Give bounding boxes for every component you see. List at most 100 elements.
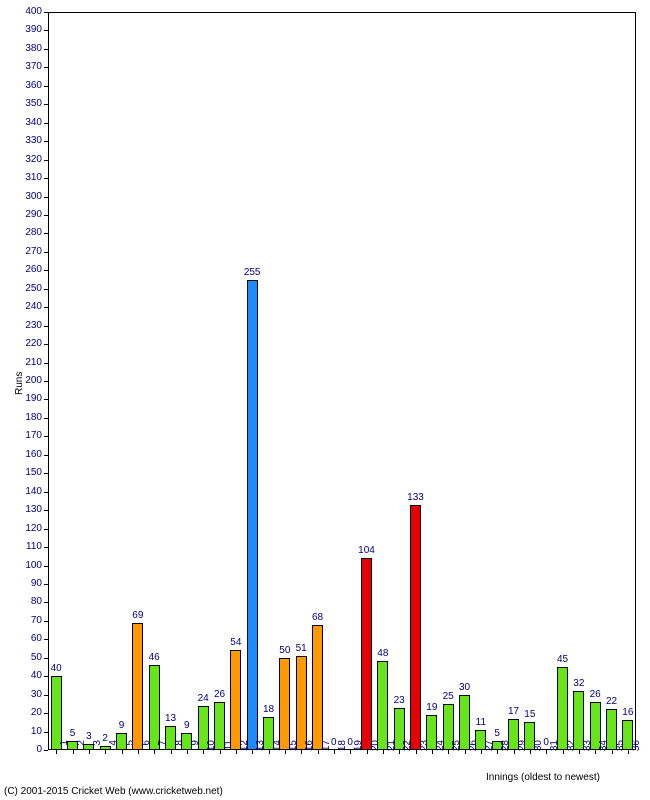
bar-value-label: 30 — [455, 683, 475, 693]
x-tick — [89, 750, 90, 754]
y-tick — [44, 215, 48, 216]
x-tick — [416, 750, 417, 754]
bar-value-label: 15 — [520, 710, 540, 720]
y-tick-label: 110 — [26, 542, 42, 552]
bar — [312, 625, 323, 750]
y-tick — [44, 326, 48, 327]
bar — [279, 658, 290, 750]
y-tick-label: 320 — [25, 155, 42, 165]
y-tick-label: 220 — [25, 339, 42, 349]
bar — [557, 667, 568, 750]
bar-value-label: 104 — [357, 546, 377, 556]
y-tick-label: 260 — [25, 265, 42, 275]
bar — [296, 656, 307, 750]
y-tick — [44, 30, 48, 31]
y-tick-label: 0 — [36, 745, 42, 755]
x-tick — [285, 750, 286, 754]
y-tick — [44, 473, 48, 474]
y-tick — [44, 197, 48, 198]
y-tick — [44, 344, 48, 345]
x-tick — [56, 750, 57, 754]
x-tick — [236, 750, 237, 754]
bar — [361, 558, 372, 750]
x-axis-title: Innings (oldest to newest) — [486, 772, 600, 783]
bar-value-label: 25 — [438, 692, 458, 702]
x-tick — [448, 750, 449, 754]
y-tick-label: 380 — [25, 44, 42, 54]
y-tick-label: 400 — [25, 7, 42, 17]
y-tick-label: 70 — [31, 616, 42, 626]
y-tick-label: 310 — [25, 173, 42, 183]
y-tick — [44, 436, 48, 437]
y-tick — [44, 418, 48, 419]
y-tick — [44, 307, 48, 308]
y-tick — [44, 399, 48, 400]
y-tick — [44, 621, 48, 622]
x-tick — [318, 750, 319, 754]
y-tick-label: 390 — [25, 25, 42, 35]
runs-bar-chart: Runs Innings (oldest to newest) (C) 2001… — [0, 0, 650, 800]
y-tick — [44, 381, 48, 382]
y-tick-label: 360 — [25, 81, 42, 91]
x-tick — [138, 750, 139, 754]
y-tick-label: 60 — [31, 634, 42, 644]
y-tick — [44, 750, 48, 751]
x-tick — [612, 750, 613, 754]
x-tick — [203, 750, 204, 754]
y-tick-label: 30 — [31, 690, 42, 700]
y-tick-label: 20 — [31, 708, 42, 718]
x-tick — [579, 750, 580, 754]
x-tick — [465, 750, 466, 754]
y-tick-label: 240 — [25, 302, 42, 312]
x-tick — [122, 750, 123, 754]
x-tick — [563, 750, 564, 754]
y-tick-label: 270 — [25, 247, 42, 257]
x-tick-label: 36 — [632, 740, 642, 756]
x-tick — [220, 750, 221, 754]
y-tick-label: 170 — [25, 431, 42, 441]
y-tick-label: 190 — [25, 394, 42, 404]
y-tick-label: 50 — [31, 653, 42, 663]
y-tick-label: 200 — [25, 376, 42, 386]
x-tick — [595, 750, 596, 754]
y-tick-label: 100 — [25, 561, 42, 571]
bar-value-label: 54 — [226, 638, 246, 648]
y-tick-label: 160 — [25, 450, 42, 460]
y-tick — [44, 67, 48, 68]
x-tick — [628, 750, 629, 754]
y-tick — [44, 732, 48, 733]
x-tick — [154, 750, 155, 754]
bar-value-label: 46 — [144, 653, 164, 663]
bar-value-label: 69 — [128, 611, 148, 621]
y-tick-label: 150 — [25, 468, 42, 478]
bar-value-label: 22 — [602, 697, 622, 707]
x-tick — [301, 750, 302, 754]
y-tick — [44, 584, 48, 585]
y-tick-label: 210 — [25, 358, 42, 368]
x-tick — [432, 750, 433, 754]
y-tick — [44, 566, 48, 567]
x-tick — [546, 750, 547, 754]
y-tick — [44, 160, 48, 161]
y-tick-label: 350 — [25, 99, 42, 109]
bar-value-label: 19 — [422, 703, 442, 713]
y-tick-label: 330 — [25, 136, 42, 146]
x-tick — [334, 750, 335, 754]
y-tick — [44, 529, 48, 530]
y-tick-label: 130 — [25, 505, 42, 515]
y-tick-label: 230 — [25, 321, 42, 331]
x-tick — [269, 750, 270, 754]
x-tick — [350, 750, 351, 754]
bar — [230, 650, 241, 750]
y-tick-label: 140 — [25, 487, 42, 497]
x-tick — [367, 750, 368, 754]
y-tick — [44, 363, 48, 364]
y-tick-label: 340 — [25, 118, 42, 128]
y-tick-label: 280 — [25, 228, 42, 238]
y-tick — [44, 510, 48, 511]
y-tick — [44, 233, 48, 234]
bar-value-label: 9 — [177, 721, 197, 731]
bar — [247, 280, 258, 750]
x-tick — [514, 750, 515, 754]
x-tick — [481, 750, 482, 754]
